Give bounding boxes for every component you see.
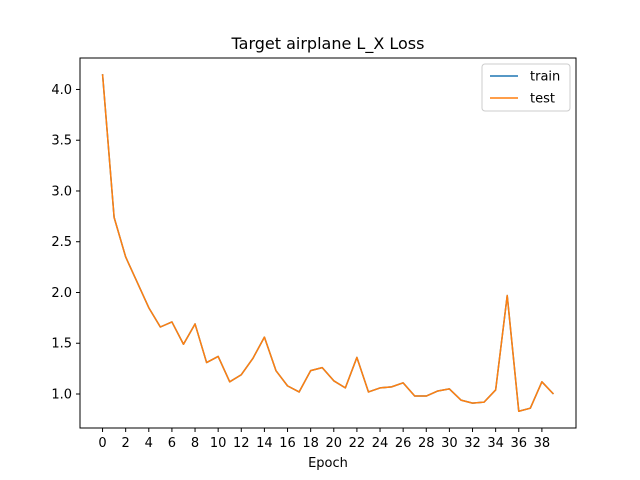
x-tick-label: 0: [98, 436, 106, 451]
x-tick-label: 12: [233, 436, 250, 451]
legend-label-test: test: [530, 92, 555, 107]
x-tick-label: 4: [145, 436, 153, 451]
x-tick-label: 36: [510, 436, 527, 451]
legend: train test: [481, 63, 571, 112]
chart-title: Target airplane L_X Loss: [231, 34, 425, 54]
x-axis: 0 2 4 6 8 10 12 14 16 18 20 22 24 26 28 30 32 34 36 38: [98, 428, 550, 451]
x-tick-label: 30: [441, 436, 458, 451]
x-tick-label: 24: [372, 436, 389, 451]
x-axis-label: Epoch: [308, 456, 348, 471]
x-tick-label: 2: [122, 436, 130, 451]
x-tick-label: 22: [349, 436, 366, 451]
y-tick-label: 4.0: [51, 83, 72, 98]
x-tick-label: 26: [395, 436, 412, 451]
x-tick-label: 32: [464, 436, 481, 451]
y-tick-label: 3.0: [51, 184, 72, 199]
x-tick-label: 38: [534, 436, 551, 451]
x-tick-label: 14: [256, 436, 273, 451]
x-tick-label: 18: [302, 436, 319, 451]
x-tick-label: 34: [487, 436, 504, 451]
series-lines: [101, 74, 554, 412]
y-tick-label: 1.5: [51, 337, 72, 352]
y-tick-label: 2.0: [51, 286, 72, 301]
x-tick-label: 28: [418, 436, 435, 451]
y-axis: 1.0 1.5 2.0 2.5 3.0 3.5 4.0: [51, 83, 80, 402]
x-tick-label: 8: [191, 436, 199, 451]
legend-label-train: train: [530, 70, 560, 85]
series-line-test: [101, 74, 554, 412]
y-tick-label: 3.5: [51, 134, 72, 149]
y-tick-label: 1.0: [51, 387, 72, 402]
axes-frame: [79, 57, 577, 429]
x-tick-label: 10: [210, 436, 227, 451]
y-tick-label: 2.5: [51, 235, 72, 250]
x-tick-label: 16: [279, 436, 296, 451]
x-tick-label: 6: [168, 436, 176, 451]
x-tick-label: 20: [326, 436, 343, 451]
